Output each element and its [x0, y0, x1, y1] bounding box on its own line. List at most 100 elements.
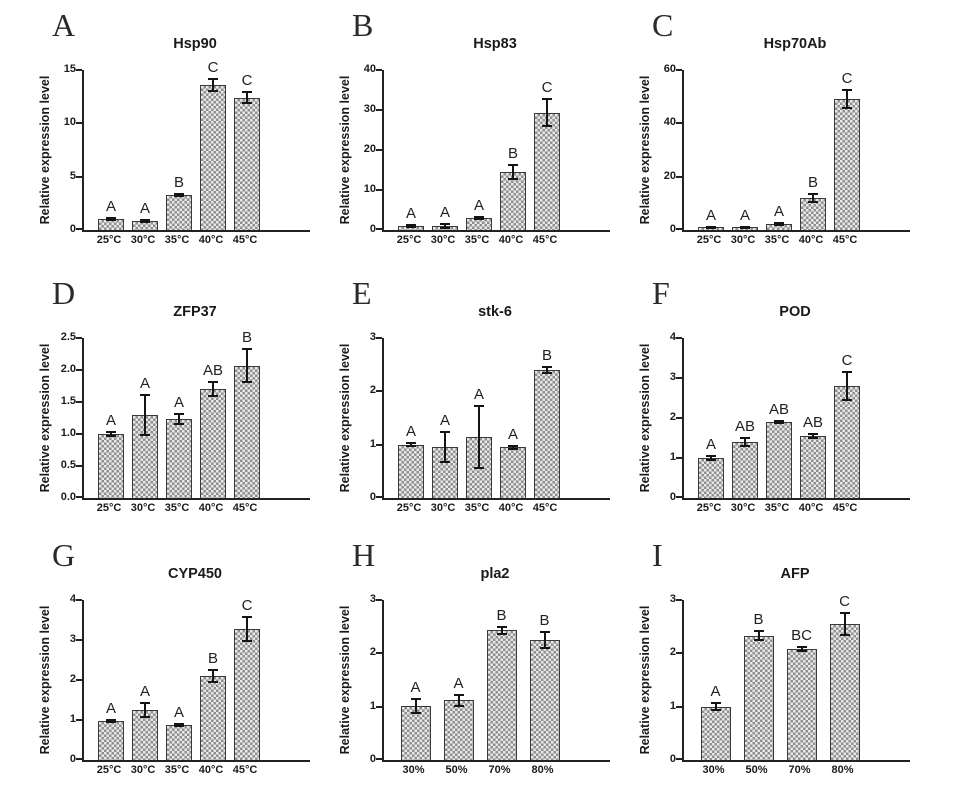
y-tick-mark — [676, 377, 682, 379]
error-bar-cap-bottom — [140, 433, 150, 436]
plot-area: A A A A B — [376, 337, 610, 500]
error-bar — [757, 631, 760, 640]
y-tick-label: 10 — [363, 183, 376, 195]
y-tick-label: 2 — [369, 646, 376, 659]
y-tick-label: 0.5 — [60, 459, 76, 471]
x-tick-label: 25°C — [96, 502, 122, 514]
y-tick-label: 0 — [369, 753, 376, 765]
y-tick-mark — [376, 189, 382, 191]
error-bar — [812, 194, 814, 202]
error-bar-cap-bottom — [508, 447, 518, 450]
y-tick-label: 10 — [63, 116, 76, 129]
x-tick-label: 45°C — [532, 502, 558, 514]
error-bar-cap-bottom — [208, 89, 218, 92]
y-tick-mark — [76, 639, 82, 641]
y-tick-mark — [376, 149, 382, 151]
error-bar-cap-top — [710, 701, 721, 704]
y-tick-mark — [376, 758, 382, 760]
error-bar-cap-bottom — [774, 223, 784, 226]
x-tick-label: 40°C — [498, 502, 524, 514]
sig-letter: B — [539, 612, 550, 629]
y-tick-mark — [76, 719, 82, 721]
x-tick-label: 30°C — [130, 234, 156, 246]
error-bar-cap-top — [842, 371, 852, 374]
error-bar-cap-bottom — [539, 647, 550, 649]
x-tick-label: 40°C — [198, 764, 224, 776]
x-tick-label: 40°C — [798, 502, 824, 514]
error-bar-cap-bottom — [808, 437, 818, 440]
error-bar-cap-bottom — [140, 716, 150, 719]
bar — [98, 434, 124, 498]
bar — [234, 628, 260, 760]
error-bar — [478, 405, 480, 468]
y-tick-mark — [376, 652, 382, 655]
y-axis-label: Relative expression level — [338, 343, 352, 493]
bar — [698, 458, 724, 498]
panel-letter: E — [352, 275, 372, 311]
y-tick-mark — [376, 443, 382, 446]
bar — [529, 640, 560, 760]
x-tick-label: 45°C — [232, 764, 258, 776]
panel-letter: G — [52, 537, 76, 573]
sig-letter: C — [841, 70, 853, 88]
bar — [800, 436, 826, 498]
error-bar — [710, 455, 712, 461]
bar — [834, 99, 860, 230]
y-tick-mark — [376, 109, 382, 111]
error-bar-cap-top — [453, 693, 464, 696]
error-bar — [512, 165, 514, 179]
panel-title: Hsp90 — [173, 36, 217, 52]
bar — [200, 84, 226, 230]
error-bar-cap-top — [208, 381, 218, 384]
plot-area: A B BC C — [676, 593, 910, 762]
sig-letter: C — [241, 72, 253, 90]
panel-letter: C — [652, 7, 674, 43]
error-bar-cap-top — [508, 444, 518, 447]
bar — [786, 649, 817, 760]
error-bar-cap-top — [106, 719, 116, 721]
y-tick-mark — [376, 599, 382, 601]
y-tick-label: 1.5 — [60, 395, 76, 407]
y-tick-label: 20 — [663, 169, 676, 182]
x-tick-label: 40°C — [198, 234, 224, 246]
bar — [534, 370, 560, 498]
y-tick-label: 2 — [669, 646, 676, 659]
error-bar — [543, 632, 546, 648]
x-tick-label: 30°C — [730, 234, 756, 246]
x-tick-label: 35°C — [464, 502, 490, 514]
x-tick-label: 30% — [402, 764, 425, 776]
panel-letter: I — [652, 537, 663, 573]
sig-letter: A — [105, 198, 117, 216]
y-tick-mark — [676, 599, 682, 601]
y-tick-label: 0 — [69, 223, 76, 235]
error-bar-cap-top — [440, 223, 450, 226]
panel-i: I AFP Relative expression level A B BC C 0 1 2 3 30… — [630, 537, 926, 788]
error-bar-cap-top — [174, 192, 184, 195]
sig-letter: BC — [791, 626, 812, 644]
sig-letter: AB — [802, 413, 824, 431]
x-tick-label: 30°C — [130, 502, 156, 514]
sig-letter: A — [439, 204, 451, 222]
y-tick-label: 2 — [369, 384, 376, 397]
sig-letter: B — [541, 347, 553, 365]
sig-letter: A — [173, 704, 185, 721]
error-bar-cap-top — [508, 164, 518, 167]
sig-letter: C — [841, 352, 853, 370]
sig-letter: A — [739, 206, 751, 224]
error-bar — [178, 414, 180, 425]
error-bar-cap-bottom — [796, 650, 807, 653]
bar — [700, 706, 731, 760]
sig-letter: C — [839, 593, 850, 611]
bar — [743, 635, 774, 760]
error-bar-cap-bottom — [140, 221, 150, 223]
error-bar — [246, 92, 248, 104]
plot-area: A A B C C — [76, 59, 310, 232]
error-bar-cap-top — [242, 347, 252, 350]
y-tick-label: 1 — [669, 699, 676, 712]
y-tick-mark — [76, 599, 82, 601]
bar — [732, 442, 758, 498]
y-tick-label: 2.0 — [60, 363, 76, 375]
x-tick-label: 35°C — [764, 234, 790, 246]
